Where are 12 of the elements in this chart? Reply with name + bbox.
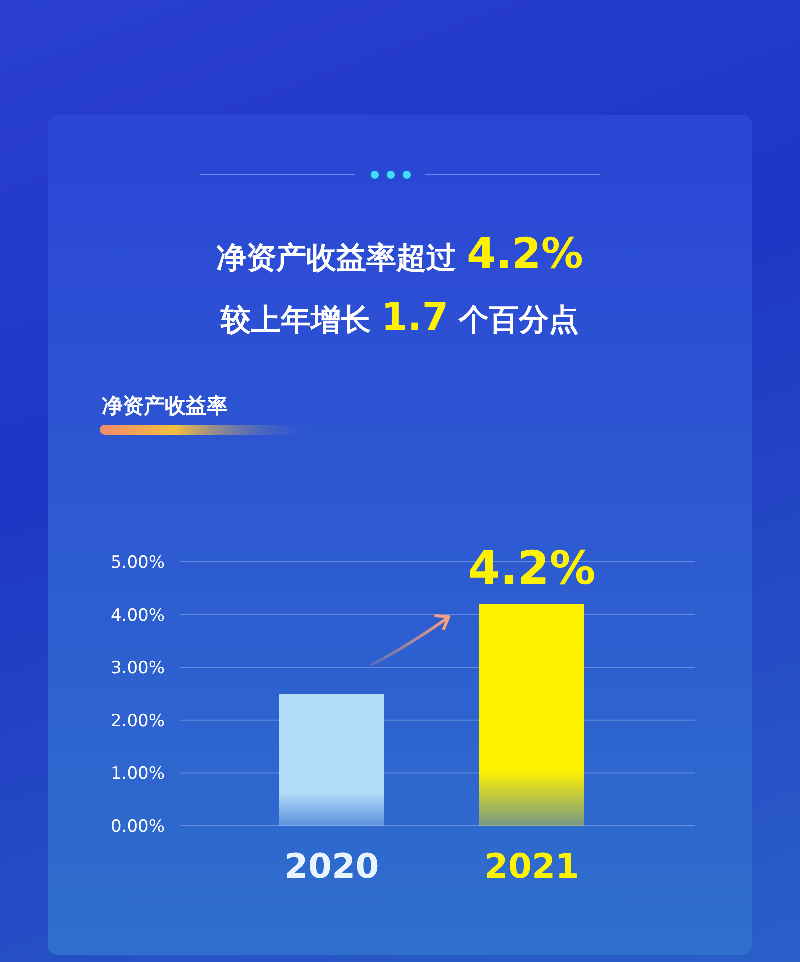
y-tick-label: 5.00%	[110, 553, 165, 573]
y-tick-label: 2.00%	[110, 711, 165, 732]
chart-title: 净资产收益率超过 4.2%	[216, 229, 584, 278]
y-tick-label: 4.00%	[110, 606, 165, 626]
x-tick-label: 2020	[284, 847, 380, 887]
chart-subtitle: 较上年增长 1.7 个百分点	[220, 295, 580, 339]
y-tick-label: 0.00%	[110, 817, 165, 837]
y-tick-label: 1.00%	[110, 764, 165, 784]
y-tick-label: 3.00%	[110, 658, 165, 679]
data-label: 4.2%	[468, 541, 596, 596]
text: 净资产收益率	[102, 394, 228, 418]
x-tick-label: 2021	[484, 847, 580, 887]
